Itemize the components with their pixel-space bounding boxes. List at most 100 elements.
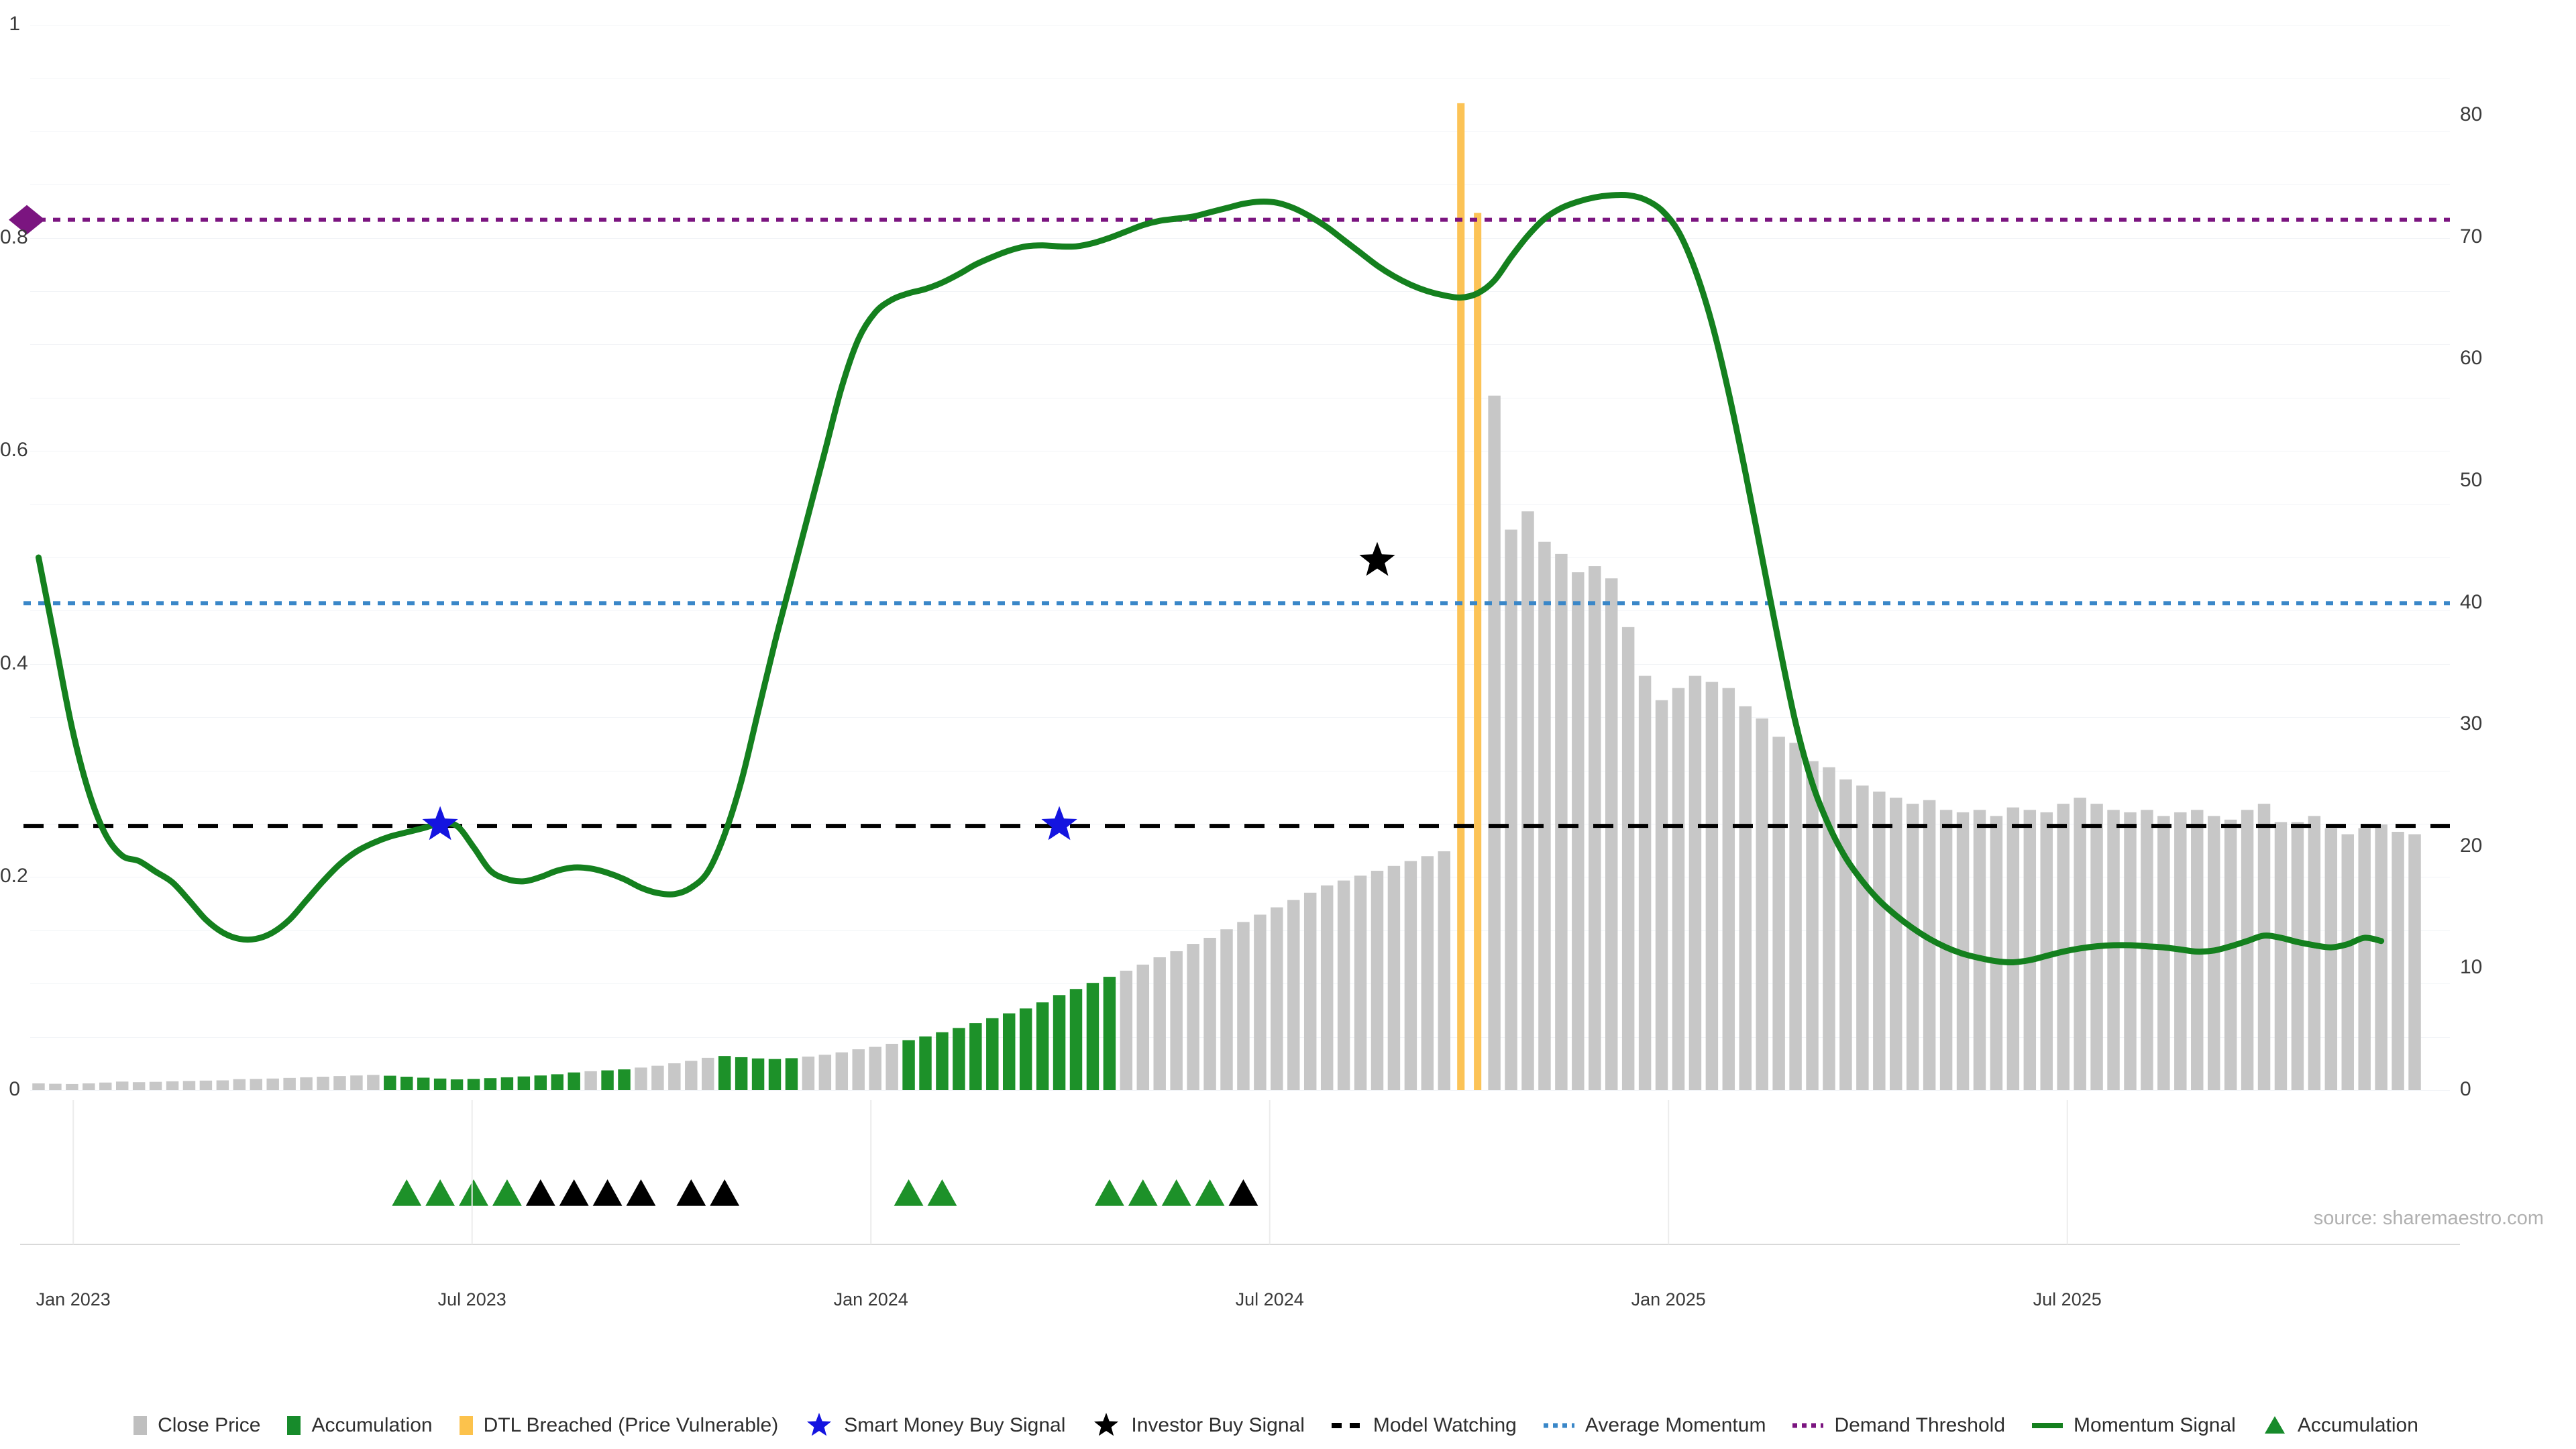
x-axis-tick-label: Jan 2023 (36, 1289, 111, 1309)
accumulation-triangle (1128, 1179, 1158, 1206)
close-price-bar (1337, 880, 1350, 1090)
close-price-bar (32, 1083, 45, 1090)
close-price-bar (2107, 810, 2120, 1090)
close-price-bar (1136, 964, 1150, 1090)
y-axis-left-tick-label: 0.6 (0, 439, 28, 462)
close-price-bar (1203, 937, 1216, 1090)
legend-close-price[interactable]: Close Price (132, 1412, 260, 1439)
gridline (30, 291, 2450, 292)
smart-money-buy-signal-star[interactable] (422, 806, 458, 841)
accumulation-bar (1036, 1002, 1049, 1090)
close-price-bar (2124, 812, 2137, 1090)
close-price-bar (233, 1079, 246, 1090)
legend-demand-threshold[interactable]: Demand Threshold (1791, 1412, 2005, 1439)
legend-momentum-signal[interactable]: Momentum Signal (2031, 1412, 2236, 1439)
close-price-bar (1371, 871, 1384, 1090)
close-price-bar (802, 1057, 815, 1090)
close-price-bar (2291, 822, 2304, 1090)
close-price-bar (1856, 785, 1869, 1090)
close-price-bar (1521, 511, 1534, 1090)
legend-square-icon (133, 1416, 148, 1435)
y-axis-right-tick-label: 80 (2460, 103, 2483, 125)
close-price-bar (1254, 914, 1267, 1090)
close-price-bar (1237, 922, 1250, 1090)
close-price-bar (2341, 834, 2354, 1090)
legend-smart-money-buy[interactable]: Smart Money Buy Signal (804, 1412, 1065, 1439)
x-axis-tick-label: Jul 2023 (437, 1289, 506, 1309)
legend-accumulation-bar[interactable]: Accumulation (286, 1412, 433, 1439)
close-price-bar (2006, 807, 2020, 1090)
close-price-bar (66, 1083, 78, 1090)
smart-money-buy-signal-star[interactable] (1041, 806, 1077, 841)
gridline (30, 344, 2450, 345)
accumulation-bar (969, 1023, 982, 1090)
legend-investor-buy[interactable]: Investor Buy Signal (1091, 1412, 1305, 1439)
investor-buy-signal-star[interactable] (1359, 541, 1395, 576)
legend-model-watching[interactable]: Model Watching (1330, 1412, 1517, 1439)
close-price-bar (1538, 541, 1551, 1090)
close-price-bar (1973, 810, 1986, 1090)
close-price-bar (1589, 566, 1601, 1090)
accumulation-bar (986, 1018, 999, 1090)
accumulation-bar (500, 1077, 514, 1090)
close-price-bar (2392, 831, 2404, 1090)
y-axis-right-tick-label: 30 (2460, 712, 2483, 735)
close-price-bar (1320, 885, 1334, 1090)
close-price-bar (216, 1080, 229, 1090)
accumulation-triangle (894, 1179, 924, 1206)
close-price-bar (2141, 810, 2153, 1090)
star-icon (1094, 1413, 1119, 1436)
accumulation-triangle (1094, 1179, 1124, 1206)
accumulation-bar (534, 1075, 547, 1090)
legend-accumulation-triangle[interactable]: Accumulation (2261, 1412, 2418, 1439)
accumulation-bar (1019, 1008, 1032, 1090)
close-price-bar (1387, 865, 1401, 1090)
accumulation-bar (601, 1070, 614, 1090)
accumulation-triangle (425, 1179, 455, 1206)
triangle-icon (2264, 1416, 2285, 1434)
accumulation-triangle (392, 1179, 422, 1206)
close-price-bar (283, 1077, 296, 1090)
legend-item-label: Smart Money Buy Signal (844, 1414, 1066, 1436)
accumulation-triangle (492, 1179, 522, 1206)
accumulation-bar (919, 1036, 932, 1090)
close-price-bar (2023, 810, 2037, 1090)
accumulation-bar (417, 1077, 430, 1090)
close-price-bar (1555, 553, 1568, 1090)
close-price-bar (2358, 828, 2371, 1090)
legend-average-momentum[interactable]: Average Momentum (1542, 1412, 1766, 1439)
accumulation-bar (484, 1078, 497, 1090)
close-price-bar (835, 1052, 849, 1090)
close-price-bar (132, 1082, 146, 1090)
close-price-bar (2241, 810, 2254, 1090)
close-price-bar (115, 1081, 129, 1090)
close-price-bar (350, 1075, 363, 1090)
accumulation-triangle (1195, 1179, 1225, 1206)
gridline (30, 557, 2450, 558)
accumulation-triangle (592, 1179, 623, 1206)
close-price-bar (1672, 688, 1685, 1090)
y-axis-right-tick-label: 20 (2460, 834, 2483, 857)
close-price-bar (1756, 718, 1768, 1090)
close-price-bar (1605, 578, 1618, 1090)
close-price-bar (1488, 395, 1501, 1090)
legend-item-label: DTL Breached (Price Vulnerable) (483, 1414, 779, 1436)
dtl-breached-bar (1474, 213, 1482, 1090)
legend-dtl-breached[interactable]: DTL Breached (Price Vulnerable) (458, 1412, 779, 1439)
chart-legend: Close Price Accumulation DTL Breached (Pri… (0, 1412, 2576, 1439)
accumulation-bar (1002, 1013, 1016, 1090)
y-axis-left-tick-label: 0.2 (0, 865, 28, 888)
close-price-bar (2224, 819, 2237, 1090)
momentum-signal-line (35, 191, 2385, 965)
demand-threshold-diamond-marker (9, 205, 45, 235)
accumulation-bar (551, 1074, 564, 1090)
close-price-bar (1187, 944, 1199, 1090)
accumulation-bar (768, 1059, 782, 1090)
accumulation-bar (1086, 983, 1099, 1090)
legend-star-icon (807, 1413, 832, 1436)
close-price-bar (1287, 900, 1300, 1090)
close-price-bar (1505, 529, 1517, 1090)
close-price-bar (1806, 761, 1819, 1090)
accumulation-triangle (525, 1179, 555, 1206)
